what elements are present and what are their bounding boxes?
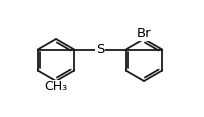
Text: CH₃: CH₃ — [44, 80, 68, 93]
Text: S: S — [96, 43, 104, 56]
Text: Br: Br — [137, 27, 151, 40]
